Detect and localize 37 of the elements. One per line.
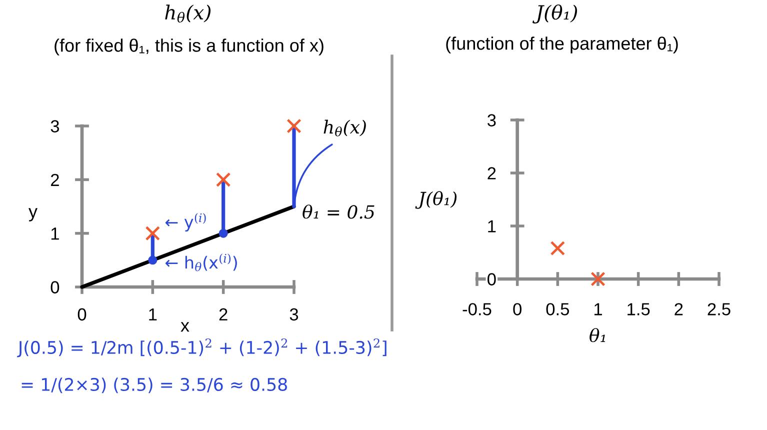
x-tick-label: 0 (78, 308, 86, 321)
chart-subtitle: (function of the parameter θ₁) (446, 36, 678, 54)
x-tick-label: 3 (290, 308, 298, 321)
point (145, 226, 160, 241)
y-tick-label: 1 (488, 220, 496, 232)
x-tick-label: 1 (149, 308, 157, 320)
annotation: ← y$^{(i)}$ (165, 213, 206, 232)
annotation: ← h$_{θ}$(x$^{(i)}$) (165, 254, 237, 272)
y-tick-label: 0 (50, 281, 60, 294)
x-tick-label: 0.5 (546, 303, 570, 316)
y-axis-title: y (28, 208, 38, 222)
x-tick-label: 1.5 (628, 303, 650, 316)
y-tick-label: 2 (488, 167, 496, 180)
x-axis-title: θ₁ (590, 328, 606, 342)
point (216, 172, 231, 188)
x-tick-label: 2 (219, 308, 228, 320)
x-axis-title: x (180, 322, 190, 332)
text: = 1/(2×3) (3.5) = 3.5/6 ≈ 0.58 (22, 378, 287, 394)
y-axis-title: J(θ₁) (415, 191, 457, 209)
x-tick-label: 1 (594, 303, 602, 316)
y-tick-label: 0 (488, 273, 496, 286)
point (218, 228, 228, 238)
text: J(0.5) = 1/2m [(0.5-1)$^{2}$ + (1-2)$^{2}$ + (1.5-3)$^{2}$] (17, 338, 386, 358)
x-tick-label: -0.5 (462, 303, 492, 316)
annotation: θ₁ = 0.5 (302, 204, 374, 219)
x-tick-label: 2 (674, 303, 683, 316)
chart-title: J(θ₁) (532, 4, 578, 24)
y-tick-label: 3 (50, 120, 60, 132)
point (148, 256, 158, 265)
point (286, 118, 302, 134)
chart-subtitle: (for fixed θ₁, this is a function of x) (54, 38, 324, 56)
x-tick-label: 2.5 (708, 303, 730, 316)
chart-title: h$_{θ}$(x) (165, 4, 210, 23)
y-tick-label: 2 (50, 174, 59, 186)
x-tick-label: 0 (513, 303, 522, 316)
y-tick-label: 1 (51, 228, 59, 240)
y-tick-label: 3 (488, 114, 496, 126)
